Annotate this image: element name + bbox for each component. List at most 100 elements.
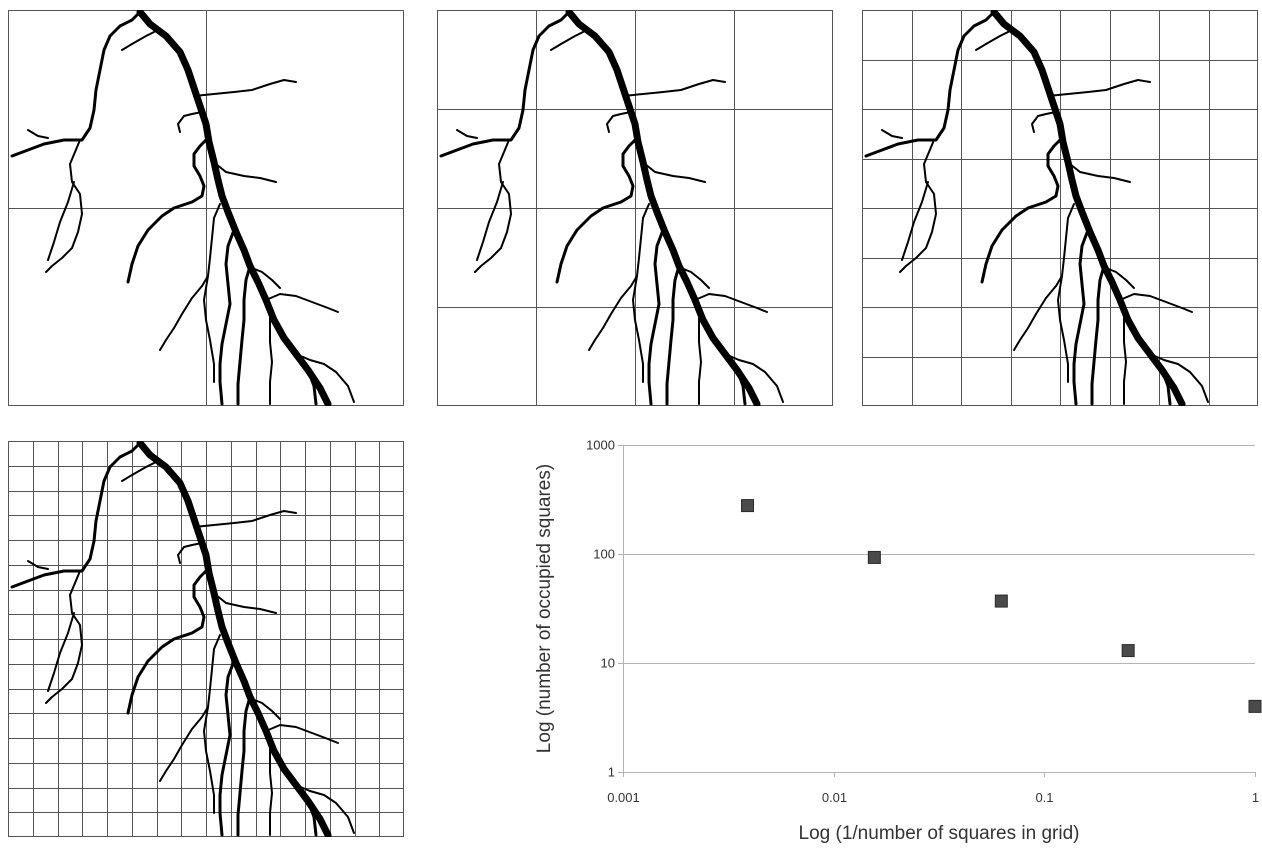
lightning-branch (474, 139, 512, 273)
chart-svg: 1 10 100 1000 0.001 0.01 0.1 1 Log (1/number of… (534, 438, 1262, 844)
lightning-branch (1047, 79, 1151, 97)
data-point (1248, 699, 1262, 713)
lightning-branch (265, 293, 339, 313)
lightning-branch (901, 181, 929, 261)
lightning-branch (1149, 353, 1209, 403)
chart-points (741, 499, 1262, 713)
lightning-branch (265, 724, 339, 744)
lightning-branch (177, 542, 203, 564)
lightning-branch (899, 139, 937, 273)
lightning-branch (10, 441, 142, 589)
lightning-branch (306, 799, 318, 837)
x-axis-title: Log (1/number of squares in grid) (799, 823, 1080, 844)
y-axis-title: Log (number of occupied squares) (534, 464, 555, 753)
lightning-branch (159, 203, 221, 351)
lightning-branch (606, 111, 632, 133)
lightning-branch (121, 460, 159, 482)
lightning-branch (1123, 317, 1127, 405)
chart-tick-labels: 1 10 100 1000 0.001 0.01 0.1 1 (586, 438, 1259, 806)
chart-gridlines (618, 445, 1256, 777)
lightning-branch (665, 264, 681, 406)
data-point (867, 550, 881, 564)
lightning-branch (1057, 275, 1069, 383)
lightning-branch (27, 129, 49, 139)
lightning-branch (306, 368, 318, 406)
lightning-grid-panel-4 (8, 441, 404, 837)
data-point (741, 499, 755, 513)
lightning-branch (177, 111, 203, 133)
lightning-branch (1105, 267, 1135, 289)
x-tick-label: 1 (1252, 790, 1259, 805)
lightning-branch (121, 29, 159, 51)
lightning-branch (975, 29, 1013, 51)
lightning-branch (203, 275, 215, 383)
lightning-branch (990, 10, 1186, 406)
lightning-branch (622, 79, 726, 97)
lightning-branch (126, 136, 210, 284)
lightning-branch (735, 368, 747, 406)
lightning-grid-svg-3 (862, 10, 1258, 406)
y-tick-label: 1 (608, 765, 615, 780)
lightning-branch (295, 353, 355, 403)
lightning-branch (251, 698, 281, 720)
lightning-branch (1119, 293, 1193, 313)
lightning-branch (136, 441, 332, 837)
lightning-branch (236, 264, 252, 406)
x-tick-label: 0.1 (1035, 790, 1053, 805)
lightning-branch (269, 748, 273, 836)
lightning-branch (136, 10, 332, 406)
y-tick-label: 100 (593, 547, 615, 562)
lightning-branch (193, 510, 297, 528)
lightning-branch (694, 293, 768, 313)
lightning-branch (269, 317, 273, 405)
lightning-grid-panel-3 (862, 10, 1258, 406)
y-tick-label: 10 (601, 656, 615, 671)
lightning-branch (193, 79, 297, 97)
lightning-branch (456, 129, 478, 139)
lightning-grid-svg-4 (8, 441, 404, 837)
lightning-branch (555, 136, 639, 284)
lightning-branch (295, 784, 355, 834)
x-tick-label: 0.001 (607, 790, 640, 805)
lightning-branch (881, 129, 903, 139)
box-counting-chart: 1 10 100 1000 0.001 0.01 0.1 1 Log (1/number of… (520, 420, 1262, 846)
lightning-branch (1160, 368, 1172, 406)
lightning-branch (724, 353, 784, 403)
lightning-branch (159, 634, 221, 782)
lightning-branch (218, 228, 236, 406)
lightning-branch (47, 612, 75, 692)
lightning-branch (1072, 228, 1090, 406)
lightning-branch (864, 10, 996, 158)
lightning-branch (680, 267, 710, 289)
lightning-branch (698, 317, 702, 405)
y-tick-label: 1000 (586, 438, 615, 453)
lightning-branch (565, 10, 761, 406)
x-tick-label: 0.01 (822, 790, 847, 805)
lightning-branch (47, 181, 75, 261)
lightning-branch (10, 10, 142, 158)
lightning-branch (207, 568, 277, 614)
lightning-branch (1013, 203, 1075, 351)
lightning-grid-svg-1 (8, 10, 404, 406)
lightning-branch (207, 137, 277, 183)
lightning-grid-panel-1 (8, 10, 404, 406)
lightning-branch (1031, 111, 1057, 133)
lightning-branch (636, 137, 706, 183)
lightning-branch (126, 567, 210, 715)
lightning-grid-panel-2 (437, 10, 833, 406)
lightning-branch (647, 228, 665, 406)
lightning-branch (251, 267, 281, 289)
lightning-branch (203, 706, 215, 814)
lightning-branch (588, 203, 650, 351)
lightning-branch (1090, 264, 1106, 406)
lightning-branch (45, 570, 83, 704)
lightning-branch (218, 659, 236, 837)
lightning-branch (980, 136, 1064, 284)
lightning-branch (632, 275, 644, 383)
lightning-branch (439, 10, 571, 158)
lightning-branch (550, 29, 588, 51)
lightning-branch (1061, 137, 1131, 183)
data-point (1121, 644, 1135, 658)
lightning-branch (27, 560, 49, 570)
lightning-grid-svg-2 (437, 10, 833, 406)
